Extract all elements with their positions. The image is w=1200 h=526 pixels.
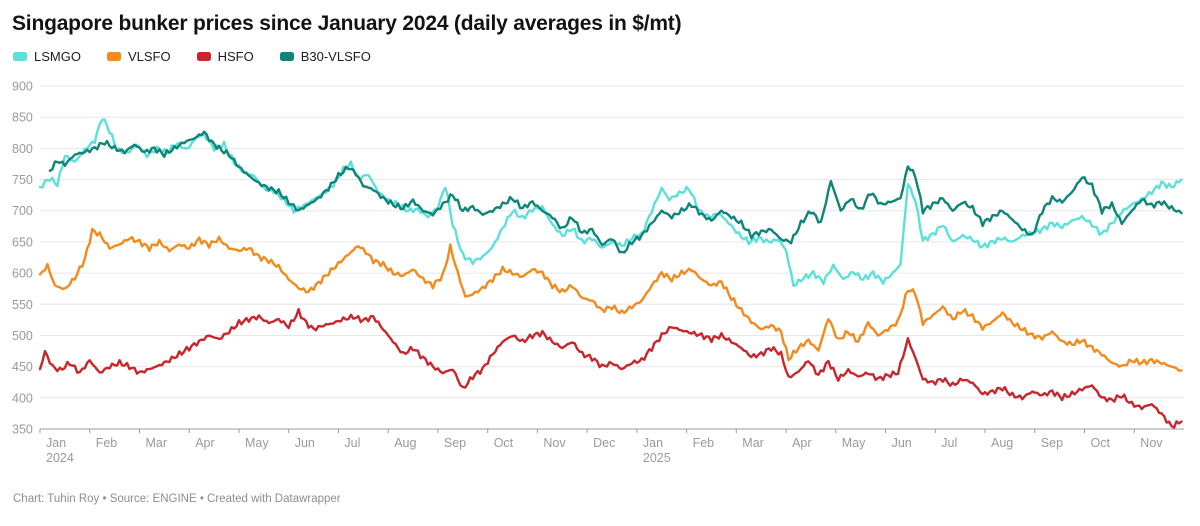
gridlines [40,85,1184,430]
svg-text:May: May [245,436,269,450]
svg-text:Dec: Dec [593,436,615,450]
legend-item-hsfo: HSFO [196,49,254,64]
svg-text:Sep: Sep [444,436,466,450]
y-axis-labels: 350 400 450 500 550 600 650 700 750 800 850 900 [12,80,33,437]
svg-text:650: 650 [12,235,33,249]
svg-text:Feb: Feb [96,436,118,450]
legend-swatch-hsfo [196,52,211,61]
legend-label-lsmgo: LSMGO [34,49,81,64]
svg-text:600: 600 [12,267,33,281]
svg-text:Jul: Jul [941,436,957,450]
svg-text:Feb: Feb [693,436,715,450]
svg-text:750: 750 [12,173,33,187]
chart-title: Singapore bunker prices since January 20… [12,12,682,35]
svg-text:500: 500 [12,329,33,343]
svg-text:Jan: Jan [46,436,66,450]
legend-label-vlsfo: VLSFO [127,49,171,64]
svg-text:Apr: Apr [792,436,811,450]
svg-text:450: 450 [12,360,33,374]
legend-item-b30-vlsfo: B30-VLSFO [279,49,371,64]
svg-text:Aug: Aug [394,436,416,450]
svg-text:550: 550 [12,298,33,312]
legend-item-vlsfo: VLSFO [106,49,171,64]
svg-text:900: 900 [12,80,33,94]
svg-text:Nov: Nov [543,436,566,450]
legend-item-lsmgo: LSMGO [13,49,81,64]
legend-swatch-vlsfo [106,52,121,61]
series-lines [38,118,1183,429]
svg-text:700: 700 [12,204,33,218]
svg-text:Mar: Mar [742,436,764,450]
svg-text:Aug: Aug [991,436,1013,450]
legend: LSMGO VLSFO HSFO B30-VLSFO [13,49,1188,64]
legend-label-b30-vlsfo: B30-VLSFO [300,49,371,64]
svg-text:2024: 2024 [46,451,74,465]
svg-text:Nov: Nov [1140,436,1163,450]
legend-label-hsfo: HSFO [217,49,254,64]
svg-text:Jan: Jan [643,436,663,450]
svg-text:Jun: Jun [892,436,912,450]
svg-text:350: 350 [12,423,33,437]
svg-text:2025: 2025 [643,451,671,465]
svg-text:Oct: Oct [1091,436,1111,450]
svg-text:850: 850 [12,111,33,125]
svg-text:Apr: Apr [195,436,214,450]
svg-text:400: 400 [12,391,33,405]
svg-text:Mar: Mar [146,436,168,450]
svg-text:May: May [842,436,866,450]
legend-swatch-lsmgo [13,52,27,61]
svg-text:800: 800 [12,142,33,156]
chart-footer: Chart: Tuhin Roy • Source: ENGINE • Crea… [13,493,341,505]
chart-svg[interactable]: 350 400 450 500 550 600 650 700 750 800 850 900 Jan… [12,70,1188,484]
x-axis: Jan Feb Mar Apr May Jun Jul Aug Sep Oct Nov Dec Jan F… [39,429,1163,465]
legend-swatch-b30-vlsfo [279,52,294,61]
svg-text:Jul: Jul [344,436,360,450]
svg-text:Jun: Jun [295,436,315,450]
svg-text:Oct: Oct [494,436,514,450]
svg-text:Sep: Sep [1041,436,1063,450]
